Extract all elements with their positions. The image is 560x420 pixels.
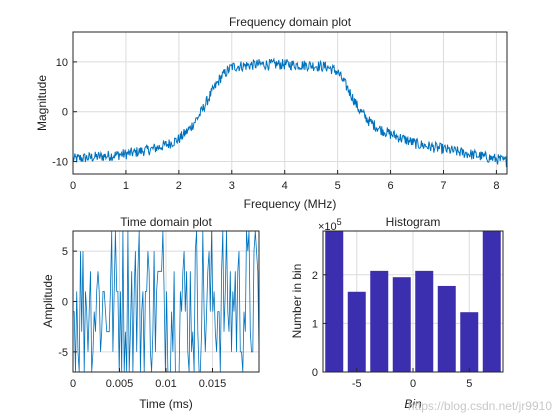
freq-ytick-label: 10 <box>56 57 68 69</box>
freq-xtick-label: 8 <box>493 180 499 192</box>
histogram-bar <box>370 270 389 372</box>
histogram-bar <box>325 231 344 372</box>
hist-ytick-label: 0 <box>312 367 318 379</box>
time-plot-line <box>73 230 260 373</box>
frequency-plot-line <box>72 57 508 168</box>
frequency-plot-title: Frequency domain plot <box>229 15 352 29</box>
time-xtick-label: 0.005 <box>106 378 134 390</box>
hist-ytick-label: 1 <box>312 318 318 330</box>
freq-xtick-label: 5 <box>335 180 341 192</box>
histogram-bar <box>482 231 501 372</box>
freq-xtick-label: 2 <box>176 180 182 192</box>
frequency-plot-x-ticks: 0 1 2 3 4 5 6 7 8 <box>70 170 499 192</box>
time-ytick-label: 0 <box>62 297 68 309</box>
watermark: https://blog.csdn.net/jr9910 <box>408 399 552 413</box>
time-ytick-label: 5 <box>62 246 68 258</box>
histogram-title: Histogram <box>386 215 441 229</box>
freq-ytick-label: 0 <box>62 107 68 119</box>
time-series-path <box>73 230 260 373</box>
time-plot-y-ticks: -5 0 5 <box>58 246 77 359</box>
time-plot-x-ticks: 0 0.005 0.01 0.015 <box>70 368 226 390</box>
histogram-bars <box>325 231 501 372</box>
freq-xtick-label: 1 <box>123 180 129 192</box>
histogram-plot: Histogram -5 0 5 012 ×105 Bin Number in bi… <box>290 215 504 411</box>
histogram-bar <box>392 277 411 372</box>
freq-xtick-label: 6 <box>387 180 393 192</box>
histogram-x-ticks: -5 0 5 <box>352 368 472 390</box>
frequency-series-path <box>72 57 508 168</box>
time-plot-xlabel: Time (ms) <box>139 397 193 411</box>
frequency-plot-ylabel: Magnitude <box>35 75 49 131</box>
histogram-exponent-label: ×105 <box>318 217 342 233</box>
time-plot-ylabel: Amplitude <box>41 274 55 328</box>
histogram-ylabel: Number in bin <box>290 264 304 339</box>
time-domain-plot: Time domain plot 0 0.005 0.01 0.015 -5 0 5 Ti… <box>41 215 260 411</box>
histogram-bar <box>460 312 479 372</box>
time-xtick-label: 0 <box>70 378 76 390</box>
histogram-bar <box>415 270 434 372</box>
freq-ytick-label: -10 <box>52 157 68 169</box>
histogram-exponent-power: 5 <box>337 217 342 227</box>
freq-xtick-label: 7 <box>440 180 446 192</box>
hist-xtick-label: -5 <box>352 378 362 390</box>
freq-xtick-label: 4 <box>282 180 288 192</box>
freq-xtick-label: 0 <box>70 180 76 192</box>
frequency-plot-y-ticks: -10 0 10 <box>52 57 77 169</box>
histogram-xlabel: Bin <box>404 397 422 411</box>
frequency-plot-xlabel: Frequency (MHz) <box>244 197 337 211</box>
histogram-y-ticks: 0 1 2 <box>312 270 327 379</box>
time-ytick-label: -5 <box>58 347 68 359</box>
histogram-bar <box>437 285 456 372</box>
time-xtick-label: 0.015 <box>199 378 227 390</box>
frequency-plot-grid <box>72 32 507 174</box>
histogram-bar <box>347 291 366 372</box>
histogram-exponent-base: ×10 <box>318 221 337 233</box>
time-plot-title: Time domain plot <box>120 215 212 229</box>
time-xtick-label: 0.01 <box>155 378 176 390</box>
hist-xtick-label: 5 <box>466 378 472 390</box>
frequency-plot-axes-box <box>72 31 508 175</box>
freq-xtick-label: 3 <box>229 180 235 192</box>
hist-xtick-label: 0 <box>410 378 416 390</box>
hist-ytick-label: 2 <box>312 270 318 282</box>
